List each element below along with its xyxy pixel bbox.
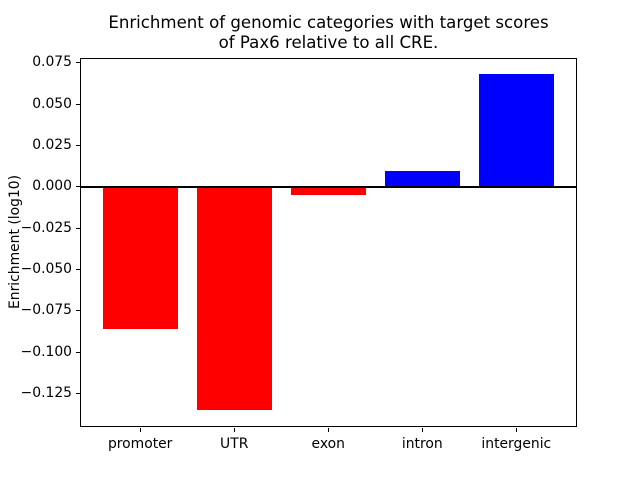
- y-tick-label: 0.050: [32, 95, 72, 112]
- y-tick-mark: [76, 62, 80, 64]
- y-tick-mark: [76, 103, 80, 105]
- y-tick-label: −0.125: [20, 385, 72, 402]
- y-tick-mark: [76, 310, 80, 312]
- x-tick-label-intergenic: intergenic: [481, 436, 552, 452]
- y-tick-mark: [76, 392, 80, 395]
- bar-intron: [384, 171, 460, 187]
- bar-exon: [290, 186, 366, 196]
- x-tick-mark: [139, 427, 141, 432]
- x-tick-mark: [515, 427, 517, 432]
- y-tick-label: −0.100: [20, 343, 72, 360]
- x-tick-mark: [327, 427, 329, 432]
- x-tick-mark: [421, 427, 423, 432]
- zero-line: [80, 185, 577, 189]
- y-tick-label: −0.075: [20, 302, 72, 319]
- x-tick-label-utr: UTR: [220, 436, 249, 452]
- x-tick-label-intron: intron: [401, 436, 443, 452]
- chart-title-line-1: Enrichment of genomic categories with ta…: [108, 13, 549, 32]
- bar-promoter: [102, 186, 178, 330]
- y-tick-label: 0.000: [32, 178, 72, 195]
- y-tick-label: 0.075: [32, 54, 72, 71]
- bar-utr: [196, 186, 272, 411]
- y-tick-mark: [76, 144, 80, 147]
- bar-intergenic: [478, 74, 554, 187]
- y-tick-mark: [76, 227, 80, 229]
- x-tick-label-exon: exon: [311, 436, 345, 452]
- x-tick-label-promoter: promoter: [107, 436, 173, 452]
- y-tick-label: −0.050: [20, 261, 72, 278]
- x-tick-mark: [233, 427, 235, 432]
- chart-title: Enrichment of genomic categories with ta…: [80, 13, 577, 54]
- y-tick-mark: [76, 186, 80, 188]
- y-tick-label: 0.025: [32, 136, 72, 153]
- y-tick-mark: [76, 268, 80, 271]
- y-tick-label: −0.025: [20, 219, 72, 236]
- y-tick-mark: [76, 351, 80, 353]
- chart-title-line-2: of Pax6 relative to all CRE.: [218, 33, 439, 53]
